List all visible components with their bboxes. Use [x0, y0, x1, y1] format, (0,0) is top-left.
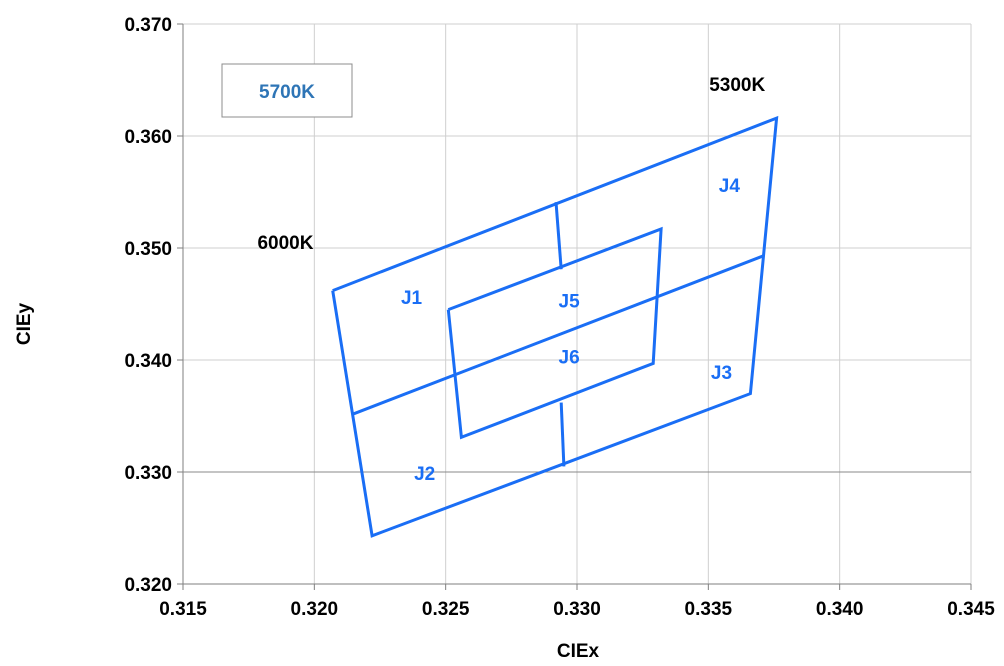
x-tick-label: 0.340	[816, 599, 864, 620]
legend-box: 5700K	[221, 63, 353, 118]
x-tick-label: 0.320	[291, 599, 339, 620]
bin-label: J2	[414, 464, 435, 485]
y-tick-label: 0.360	[124, 127, 172, 148]
annotation-labels: 6000K 5300K J1 J2 J3 J4 J5 J6	[257, 75, 765, 485]
y-axis-title: CIEy	[14, 302, 35, 345]
x-axis-title: CIEx	[557, 641, 600, 662]
bin-outline-series-2	[353, 254, 765, 416]
bin-label: J4	[719, 176, 741, 197]
bin-label: J3	[711, 363, 732, 384]
bin-outline-series-4	[559, 402, 566, 467]
y-tick-label: 0.330	[124, 463, 172, 484]
y-tick-label: 0.350	[124, 239, 172, 260]
cct-label: 6000K	[257, 233, 313, 254]
legend-frame	[221, 63, 353, 118]
bin-outlines	[331, 115, 779, 538]
y-tick-label: 0.320	[124, 575, 172, 596]
x-tick-label: 0.330	[553, 599, 601, 620]
x-axis-ticks: 0.315 0.320 0.325 0.330 0.335 0.340 0.345	[159, 584, 995, 620]
legend-label: 5700K	[259, 82, 315, 103]
cct-label: 5300K	[709, 75, 765, 96]
x-tick-label: 0.315	[159, 599, 207, 620]
bin-label: J6	[559, 347, 580, 368]
x-tick-label: 0.335	[685, 599, 733, 620]
bin-label: J5	[559, 291, 581, 312]
bin-outline-series-5	[446, 226, 663, 440]
x-tick-label: 0.325	[422, 599, 470, 620]
y-axis-ticks: 0.320 0.330 0.340 0.350 0.360 0.370	[124, 15, 183, 596]
x-tick-label: 0.345	[947, 599, 995, 620]
y-tick-label: 0.370	[124, 15, 172, 36]
bin-outline-series-3	[554, 201, 563, 270]
bin-outline-series-1	[331, 115, 779, 538]
y-tick-label: 0.340	[124, 351, 172, 372]
bin-label: J1	[401, 288, 423, 309]
